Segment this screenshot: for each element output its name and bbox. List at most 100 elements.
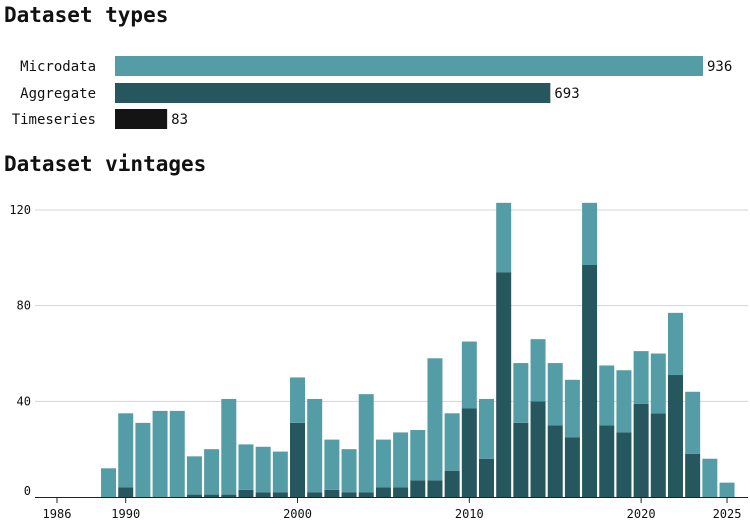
type-bar-aggregate xyxy=(115,83,551,103)
type-label-microdata: Microdata xyxy=(20,59,96,75)
vintage-bar-1990 xyxy=(118,413,134,497)
vintage-bar-light-1994 xyxy=(186,456,202,495)
vintage-bar-2002 xyxy=(324,439,340,497)
vintage-bar-light-2003 xyxy=(341,449,357,493)
vintage-bar-dark-2009 xyxy=(444,470,460,497)
vintage-bar-dark-2016 xyxy=(564,437,580,497)
vintage-bar-dark-2022 xyxy=(667,375,683,497)
vintage-bar-dark-2008 xyxy=(427,480,443,497)
vintage-bar-2005 xyxy=(375,439,391,497)
vintage-bar-dark-2000 xyxy=(290,422,306,497)
vintage-bar-light-2025 xyxy=(719,482,735,497)
vintage-bar-light-1993 xyxy=(169,410,185,497)
vintage-bar-light-2016 xyxy=(564,379,580,438)
vintage-bar-2011 xyxy=(479,398,494,497)
vintage-bar-1999 xyxy=(272,451,288,497)
vintage-bar-2016 xyxy=(564,379,580,497)
dataset-vintages-title: Dataset vintages xyxy=(4,152,207,176)
vintage-bar-2009 xyxy=(444,413,460,497)
vintage-bar-light-2023 xyxy=(685,391,701,454)
vintage-bar-light-2001 xyxy=(307,398,323,493)
type-value-aggregate: 693 xyxy=(554,86,579,102)
vintage-bar-1993 xyxy=(169,410,185,497)
vintage-bar-dark-2013 xyxy=(513,422,529,497)
vintage-bar-light-2017 xyxy=(582,202,598,266)
vintage-bar-2008 xyxy=(427,358,443,497)
vintage-bar-1995 xyxy=(204,449,220,497)
vintage-bar-light-2014 xyxy=(530,339,546,402)
x-tick-label-2000: 2000 xyxy=(283,507,312,521)
vintage-bar-dark-2001 xyxy=(307,492,323,497)
vintage-bar-light-2006 xyxy=(393,432,409,488)
vintage-bar-dark-2015 xyxy=(547,425,563,497)
vintage-bar-light-1999 xyxy=(272,451,288,493)
type-bar-timeseries xyxy=(115,109,168,129)
vintage-bar-light-1992 xyxy=(152,410,168,497)
vintage-bar-1991 xyxy=(135,422,151,497)
vintage-bar-1996 xyxy=(221,398,237,497)
vintage-bar-dark-2007 xyxy=(410,480,426,497)
vintage-bar-dark-2010 xyxy=(461,408,477,497)
type-label-timeseries: Timeseries xyxy=(12,112,96,128)
vintage-bar-dark-2006 xyxy=(393,487,409,497)
vintage-bar-light-2015 xyxy=(547,363,563,426)
vintage-bar-light-2000 xyxy=(290,377,306,423)
vintage-bar-2007 xyxy=(410,430,426,497)
vintage-bar-dark-2005 xyxy=(375,487,391,497)
vintage-bar-2020 xyxy=(633,351,649,497)
vintage-bar-light-1989 xyxy=(101,468,117,497)
vintage-bar-dark-1999 xyxy=(272,492,288,497)
vintage-bar-dark-1998 xyxy=(255,492,271,497)
vintage-bar-dark-2019 xyxy=(616,432,632,497)
vintage-bar-dark-1995 xyxy=(204,494,220,497)
vintage-bar-light-1996 xyxy=(221,398,237,495)
y-tick-label: 120 xyxy=(9,203,31,217)
vintage-bar-light-2008 xyxy=(427,358,443,481)
vintage-bar-2021 xyxy=(650,353,666,497)
type-value-microdata: 936 xyxy=(707,59,732,75)
vintage-bar-2014 xyxy=(530,339,546,497)
vintage-bar-light-2018 xyxy=(599,365,615,426)
x-tick-label-2010: 2010 xyxy=(455,507,484,521)
dataset-types-chart: Microdata 936 Aggregate 693 Timeseries 83 xyxy=(12,56,732,129)
vintage-bar-2013 xyxy=(513,363,529,497)
vintage-bar-light-2004 xyxy=(358,394,374,493)
vintage-bar-2012 xyxy=(496,202,512,497)
vintage-bar-dark-2017 xyxy=(582,265,598,497)
vintage-bar-light-2007 xyxy=(410,430,426,481)
vintage-bar-dark-2014 xyxy=(530,401,546,497)
vintage-bar-light-2005 xyxy=(375,439,391,488)
vintage-bar-dark-2012 xyxy=(496,272,512,497)
type-bar-microdata xyxy=(115,56,703,76)
vintage-bar-1989 xyxy=(101,468,117,497)
y-tick-label: 40 xyxy=(17,394,31,408)
x-tick-label-2025: 2025 xyxy=(713,507,742,521)
vintage-bar-light-2020 xyxy=(633,351,649,404)
vintage-bar-1992 xyxy=(152,410,168,497)
vintage-bar-2019 xyxy=(616,370,632,497)
vintage-bar-2010 xyxy=(461,341,477,497)
vintage-bar-dark-2002 xyxy=(324,489,340,497)
vintage-bar-2003 xyxy=(341,449,357,497)
vintage-bar-2001 xyxy=(307,398,323,497)
vintage-bar-light-2021 xyxy=(650,353,666,414)
x-tick-label-1986: 1986 xyxy=(43,507,72,521)
vintage-bar-dark-1994 xyxy=(186,494,202,497)
vintage-bar-light-2010 xyxy=(461,341,477,409)
vintage-bar-2006 xyxy=(393,432,409,497)
vintage-bar-light-2024 xyxy=(702,458,718,497)
vintage-bar-2015 xyxy=(547,363,563,497)
vintage-bar-1998 xyxy=(255,446,271,497)
vintage-bar-1997 xyxy=(238,444,254,497)
vintage-bar-light-2009 xyxy=(444,413,460,471)
vintage-bar-2000 xyxy=(290,377,306,497)
vintage-bar-light-1991 xyxy=(135,422,151,497)
y-tick-label: 80 xyxy=(17,299,31,313)
type-label-aggregate: Aggregate xyxy=(20,86,96,102)
vintage-bar-dark-2018 xyxy=(599,425,615,497)
x-tick-label-1990: 1990 xyxy=(111,507,140,521)
vintage-bar-light-1990 xyxy=(118,413,134,488)
vintage-bar-2017 xyxy=(582,202,598,497)
vintage-bar-light-2011 xyxy=(479,398,494,459)
